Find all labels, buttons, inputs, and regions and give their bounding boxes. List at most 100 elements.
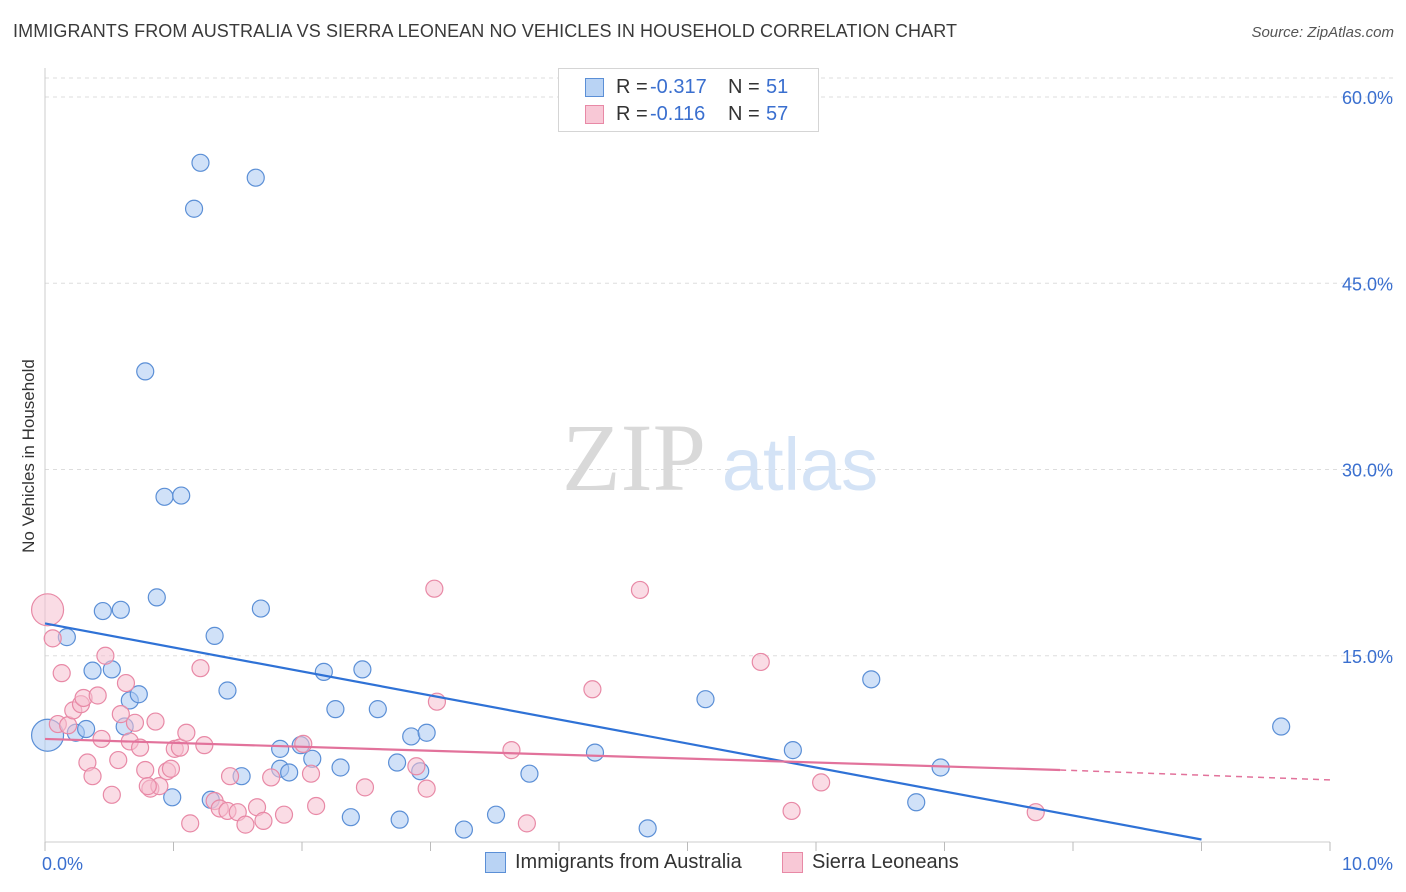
sierra-leonean-point [92,729,111,749]
sierra-leonean-point [236,815,255,834]
australia-point [111,600,130,619]
sierra-leonean-point [43,629,62,648]
australia-point [783,741,802,760]
sierra-leonean-point [109,750,128,770]
r-value: -0.116 [650,102,706,125]
sierra-leonean-point [88,686,107,705]
australia-point [155,487,174,506]
australia-point [417,723,436,742]
chart-title: IMMIGRANTS FROM AUSTRALIA VS SIERRA LEON… [13,21,958,41]
sierra-leone-legend-swatch [782,852,803,873]
sierra-leonean-point [417,779,436,798]
australia-point [205,626,224,645]
australia-point [218,681,237,700]
australia-point [280,763,299,782]
australia-point [184,199,204,218]
sierra-leonean-point [136,760,155,780]
y-axis-label: No Vehicles in Household [19,359,38,553]
australia-point [331,758,350,777]
australia-point [136,362,155,381]
australia-point [77,719,96,739]
australia-point [387,753,407,772]
australia-trendline [44,622,1202,841]
legend-label-australia: Immigrants from Australia [515,851,742,873]
australia-point [368,700,387,719]
australia-point [696,690,715,709]
sierra-leonean-point [407,757,426,776]
sierra-leonean-point [782,801,801,821]
australia-point [585,743,605,762]
trend-lines [44,622,1331,841]
australia-point [251,599,270,618]
sierra-leonean-point [220,767,240,786]
australia-point [638,819,657,838]
sierra-leonean-point [425,579,444,598]
australia-point [93,601,112,621]
australia-point [454,820,474,839]
sierra-leonean-point [96,646,115,665]
sierra-leonean-point [1026,803,1045,822]
sierra-leonean-point [130,738,150,757]
australia-point [862,670,881,689]
australia-point [147,588,166,607]
sierra-leonean-point [583,680,602,699]
legend-item-sierra-leoneans[interactable]: Sierra Leoneans [782,851,959,874]
y-tick-label: 30.0% [1342,461,1393,481]
australia-point [246,168,265,187]
sierra-leonean-point [161,759,181,778]
source-credit: Source: ZipAtlas.com [1251,24,1394,41]
australia-point [390,810,409,829]
x-tick-label: 0.0% [42,854,83,874]
australia-point [129,685,148,704]
sierra-leone-swatch [585,104,604,124]
sierra-leonean-point [111,705,130,724]
sierra-leonean-point [294,734,313,754]
sierra-leonean-point [102,785,121,804]
australia-point [520,764,539,783]
n-value: 51 [766,75,789,98]
sierra-leonean-point [812,773,831,792]
sierra-leonean-point [83,767,102,786]
sierra-leonean-point [502,741,521,760]
australia-point [486,805,506,824]
australia-point [83,661,102,680]
sierra-leonean-point [177,723,196,742]
australia-point [907,793,926,812]
sierra-leonean-point [751,652,770,672]
sierra-leonean-point [355,778,375,797]
sierra-leonean-trendline [44,737,1061,772]
sierra-leonean-point [254,811,273,830]
sierra-leonean-point [30,593,65,627]
australia-point [341,808,360,827]
sierra-leonean-point [116,673,136,693]
australia-point [314,662,333,681]
n-label: N = [728,75,760,98]
r-label: R = [616,75,648,98]
stats-legend: R = -0.317 N = 51 R = -0.116 N = 57 [558,68,819,132]
r-label: R = [616,102,648,125]
sierra-leonean-trendline-extension [1060,769,1331,781]
sierra-leonean-point [274,805,294,824]
y-tick-label: 60.0% [1342,88,1393,108]
sierra-leonean-point [181,814,200,833]
watermark-zip: ZIP [562,404,706,511]
australia-point [326,700,345,719]
sierra-leonean-point [191,659,210,678]
sierra-leonean-point [630,580,650,600]
sierra-leonean-point [52,664,71,683]
sierra-leonean-point [307,796,326,816]
x-tick-label: 10.0% [1342,854,1393,874]
australia-point [172,486,191,505]
tick-labels: 15.0% 30.0% 45.0% 60.0% 0.0% 10.0% [42,88,1393,874]
australia-legend-swatch [485,852,506,873]
y-tick-label: 15.0% [1342,647,1393,667]
axes [44,68,1331,851]
legend-item-australia[interactable]: Immigrants from Australia [485,851,742,874]
sierra-leonean-point [138,777,157,796]
sierra-leonean-point [517,814,536,833]
australia-point [353,660,372,679]
australia-point [271,739,290,758]
sierra-leonean-point [301,764,321,783]
australia-point [1272,717,1291,736]
